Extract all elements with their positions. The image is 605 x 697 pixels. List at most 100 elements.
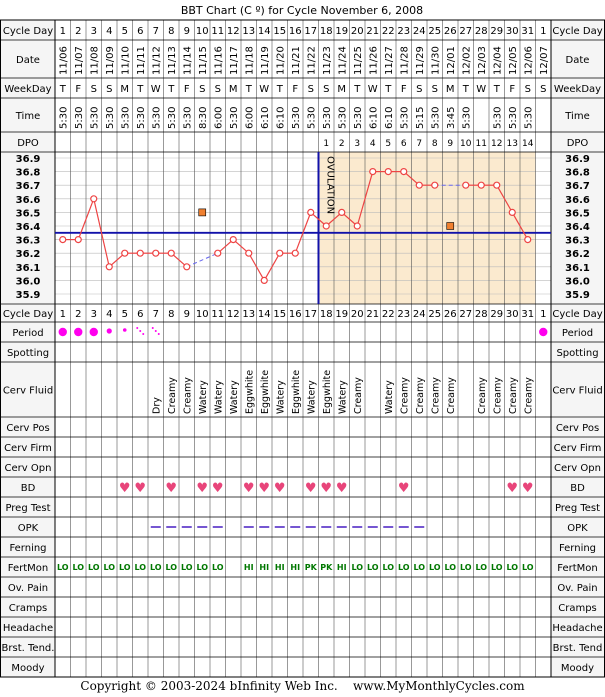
fertmon-value: LO bbox=[413, 563, 425, 572]
weekday-letter: W bbox=[259, 84, 269, 95]
cycle-day-number: 31 bbox=[521, 26, 534, 37]
temp-line-segment bbox=[356, 171, 374, 227]
time-label: 6:10 bbox=[260, 107, 271, 129]
temp-point bbox=[276, 249, 284, 257]
row-label-right-fertmon: FertMon bbox=[557, 563, 597, 574]
weekday-letter: S bbox=[540, 84, 546, 95]
cerv-fluid-label: Eggwhite bbox=[260, 370, 271, 414]
temp-point bbox=[524, 236, 532, 244]
fertmon-value: LO bbox=[134, 563, 146, 572]
cycle-day-number: 2 bbox=[75, 26, 81, 37]
cerv-fluid-label: Dry bbox=[151, 397, 162, 414]
temp-point bbox=[229, 236, 237, 244]
chart-title: BBT Chart (C º) for Cycle November 6, 20… bbox=[181, 4, 423, 17]
cycle-day-number: 25 bbox=[428, 26, 441, 37]
time-label: 5:15 bbox=[415, 107, 426, 129]
weekday-letter: T bbox=[353, 84, 361, 95]
cycle-day-number: 7 bbox=[153, 309, 159, 320]
row-label-cramps: Cramps bbox=[9, 603, 48, 614]
row-label-right-ov-pain: Ov. Pain bbox=[557, 583, 597, 594]
cerv-fluid-label: Watery bbox=[384, 380, 395, 414]
cerv-fluid-label: Creamy bbox=[182, 377, 193, 414]
weekday-letter: F bbox=[509, 84, 515, 95]
left-label-cell bbox=[0, 517, 55, 537]
cerv-fluid-label: Creamy bbox=[446, 377, 457, 414]
left-label-cell bbox=[0, 152, 55, 304]
right-label-cell bbox=[551, 132, 605, 152]
row-label-cycle-day: Cycle Day bbox=[3, 26, 53, 37]
date-label: 11/07 bbox=[74, 46, 85, 75]
fertmon-value: LO bbox=[88, 563, 100, 572]
site-link[interactable]: www.MyMonthlyCycles.com bbox=[353, 679, 525, 693]
row-label-right-cerv-firm: Cerv Firm bbox=[554, 443, 602, 454]
temp-line-segment bbox=[93, 198, 110, 267]
time-label: 5:30 bbox=[167, 107, 178, 129]
row-label-right-moody: Moody bbox=[561, 663, 594, 674]
date-label: 12/06 bbox=[523, 46, 534, 75]
time-label: 5:30 bbox=[508, 107, 519, 129]
cerv-fluid-label: Watery bbox=[229, 380, 240, 414]
temp-gap-segment bbox=[186, 252, 218, 268]
period-dot-heavy bbox=[74, 327, 83, 337]
row-label-moody: Moody bbox=[11, 663, 44, 674]
date-label: 11/25 bbox=[353, 46, 364, 75]
time-label: 5:30 bbox=[461, 107, 472, 129]
right-label-cell bbox=[551, 597, 605, 617]
time-label: 5:30 bbox=[120, 107, 131, 129]
temp-point bbox=[183, 263, 191, 271]
cerv-fluid-label: Eggwhite bbox=[291, 370, 302, 414]
row-label-preg-test: Preg Test bbox=[5, 503, 50, 514]
row-label-right-cerv-pos: Cerv Pos bbox=[556, 423, 599, 434]
fertmon-value: LO bbox=[212, 563, 224, 572]
weekday-letter: F bbox=[75, 84, 81, 95]
temp-point bbox=[214, 249, 222, 257]
time-label: 5:30 bbox=[89, 107, 100, 129]
dpo-number: 2 bbox=[339, 139, 345, 149]
time-label: 5:30 bbox=[151, 107, 162, 129]
dpo-number: 6 bbox=[401, 139, 407, 149]
row-label-cycle-day: Cycle Day bbox=[3, 309, 53, 320]
row-label-right-preg-test: Preg Test bbox=[555, 503, 600, 514]
cerv-fluid-label: Creamy bbox=[415, 377, 426, 414]
date-label: 11/29 bbox=[415, 46, 426, 75]
row-label-cerv-pos: Cerv Pos bbox=[6, 423, 49, 434]
cycle-day-number: 4 bbox=[106, 26, 112, 37]
cerv-fluid-label: Watery bbox=[275, 380, 286, 414]
fertmon-value: HI bbox=[337, 563, 347, 572]
time-label: 6:10 bbox=[384, 107, 395, 129]
fertmon-value: LO bbox=[444, 563, 456, 572]
left-label-cell bbox=[0, 557, 55, 577]
cycle-day-number: 3 bbox=[91, 309, 97, 320]
temp-point bbox=[167, 249, 175, 257]
fertmon-value: LO bbox=[506, 563, 518, 572]
date-label: 11/09 bbox=[105, 46, 116, 75]
cycle-day-number: 16 bbox=[289, 26, 302, 37]
fertmon-value: LO bbox=[103, 563, 115, 572]
weekday-letter: S bbox=[416, 84, 422, 95]
cycle-day-number: 17 bbox=[304, 26, 317, 37]
cerv-fluid-label: Creamy bbox=[399, 377, 410, 414]
cycle-day-number: 19 bbox=[335, 309, 348, 320]
temp-point bbox=[353, 222, 361, 230]
date-label: 12/01 bbox=[446, 46, 457, 75]
cerv-fluid-label: Watery bbox=[213, 380, 224, 414]
fertmon-value: HI bbox=[244, 563, 254, 572]
weekday-letter: F bbox=[292, 84, 298, 95]
row-label-opk: OPK bbox=[18, 523, 39, 534]
cycle-day-number: 9 bbox=[184, 309, 190, 320]
period-dot-heavy bbox=[58, 327, 67, 337]
cycle-day-number: 18 bbox=[320, 26, 333, 37]
temp-tick-label-right: 36.7 bbox=[565, 181, 590, 192]
weekday-letter: T bbox=[493, 84, 501, 95]
cycle-day-number: 22 bbox=[382, 26, 395, 37]
dpo-number: 14 bbox=[522, 139, 534, 149]
row-label-right-cerv-fluid: Cerv Fluid bbox=[552, 386, 602, 397]
weekday-letter: F bbox=[184, 84, 190, 95]
time-label: 5:30 bbox=[229, 107, 240, 129]
time-label: 5:30 bbox=[337, 107, 348, 129]
row-label-weekday: WeekDay bbox=[4, 84, 51, 95]
cycle-day-number: 8 bbox=[168, 309, 174, 320]
cycle-day-number: 26 bbox=[444, 309, 457, 320]
temp-tick-label-left: 36.0 bbox=[16, 276, 41, 287]
row-label-right-opk: OPK bbox=[567, 523, 588, 534]
